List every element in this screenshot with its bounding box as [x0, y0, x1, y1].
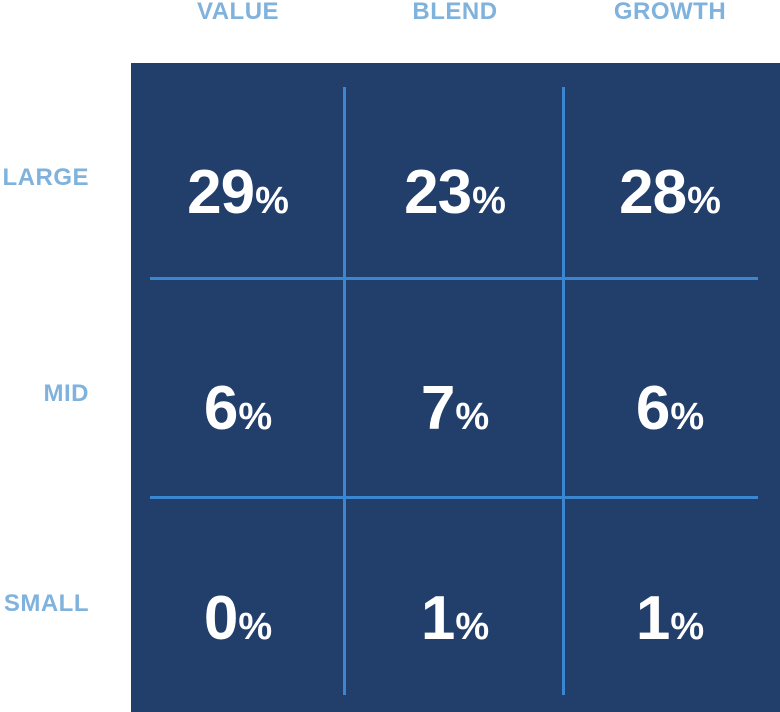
column-label-value: VALUE: [196, 0, 280, 25]
percent-sign: %: [670, 396, 705, 438]
percent-sign: %: [687, 180, 721, 222]
cell-mid-blend: 7%: [421, 378, 489, 440]
cell-large-value: 29%: [187, 162, 289, 224]
percent-sign: %: [472, 180, 506, 222]
gridline-vertical-1: [343, 87, 346, 695]
cell-number: 0: [203, 584, 238, 653]
percent-sign: %: [238, 606, 273, 648]
cell-number: 6: [203, 374, 238, 443]
style-box-grid: 29% 23% 28% 6% 7% 6% 0% 1% 1%: [131, 63, 780, 712]
cell-number: 23: [404, 158, 472, 227]
column-label-blend: BLEND: [412, 0, 498, 25]
column-label-growth: GROWTH: [613, 0, 727, 25]
row-label-large: LARGE: [2, 164, 89, 191]
cell-number: 28: [619, 158, 687, 227]
percent-sign: %: [255, 180, 289, 222]
percent-sign: %: [670, 606, 705, 648]
row-label-small: SMALL: [3, 590, 89, 617]
cell-number: 6: [635, 374, 670, 443]
percent-sign: %: [455, 396, 490, 438]
cell-small-blend: 1%: [421, 588, 489, 650]
percent-sign: %: [455, 606, 490, 648]
gridline-horizontal-1: [150, 277, 758, 280]
gridline-horizontal-2: [150, 496, 758, 499]
cell-large-blend: 23%: [404, 162, 506, 224]
percent-sign: %: [238, 396, 273, 438]
cell-number: 1: [420, 584, 455, 653]
cell-mid-growth: 6%: [636, 378, 704, 440]
cell-number: 7: [420, 374, 455, 443]
cell-number: 1: [635, 584, 670, 653]
cell-mid-value: 6%: [204, 378, 272, 440]
gridline-vertical-2: [562, 87, 565, 695]
cell-small-value: 0%: [204, 588, 272, 650]
cell-number: 29: [187, 158, 255, 227]
cell-small-growth: 1%: [636, 588, 704, 650]
cell-large-growth: 28%: [619, 162, 721, 224]
row-label-mid: MID: [43, 380, 89, 407]
